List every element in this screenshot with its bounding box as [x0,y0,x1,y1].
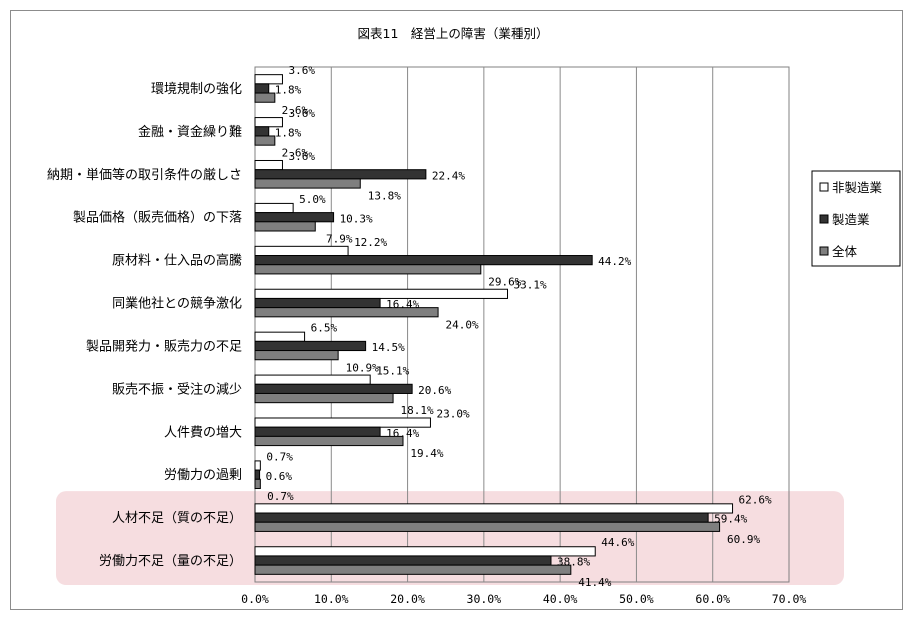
legend-swatch [819,182,829,192]
data-label: 3.6% [288,107,315,120]
category-label: 製品開発力・販売力の不足 [86,338,242,354]
bar [254,221,316,232]
data-label: 0.7% [266,450,293,463]
data-label: 0.6% [266,470,293,483]
data-label: 22.4% [432,169,465,182]
data-label: 15.1% [376,365,409,378]
plot-area [254,66,790,583]
bar [254,92,276,103]
bar [254,264,482,275]
data-label: 24.0% [446,318,479,331]
data-label: 3.6% [288,150,315,163]
bar [254,521,721,532]
bar [254,307,439,318]
bar [254,555,552,566]
bar [254,245,349,257]
data-label: 44.6% [601,536,634,549]
bar [254,135,276,146]
bar [254,83,270,94]
data-label: 18.1% [401,404,434,417]
category-label: 納期・単価等の取引条件の厳しさ [47,167,242,183]
category-label: 同業他社との競争激化 [112,296,242,312]
category-label: 環境規制の強化 [151,82,242,97]
category-label: 原材料・仕入品の高騰 [112,253,242,269]
data-label: 2.6% [282,104,309,117]
bar [254,426,381,437]
bar [254,159,283,171]
data-label: 7.9% [326,233,353,246]
data-label: 6.5% [311,322,338,335]
x-tick-label: 60.0% [695,592,730,606]
bar [254,503,734,514]
data-label: 62.6% [739,493,772,506]
bar [254,417,431,428]
data-label: 0.7% [267,490,294,503]
legend-label: 非製造業 [832,180,883,195]
bar [254,74,283,85]
data-label: 19.4% [410,447,443,460]
data-label: 5.0% [299,193,326,206]
data-label: 2.6% [282,147,309,160]
category-label: 労働力不足（量の不足） [99,554,242,569]
bar [254,512,709,523]
legend-label: 全体 [832,244,858,259]
data-label: 29.6% [488,275,521,288]
data-label: 1.8% [275,84,302,97]
data-label: 3.6% [288,64,315,77]
data-label: 12.2% [354,236,387,249]
legend-swatch [819,214,829,224]
bar [254,350,339,361]
x-tick-label: 20.0% [390,592,425,606]
bar [254,564,572,575]
x-tick-label: 40.0% [543,592,578,606]
data-label: 10.9% [346,361,379,374]
category-label: 販売不振・受注の減少 [112,381,242,397]
bar [254,331,306,342]
category-label: 製品価格（販売価格）の下落 [73,210,242,226]
bar [254,117,283,128]
x-tick-label: 30.0% [467,592,502,606]
bar [254,212,335,223]
data-label: 23.0% [436,407,469,420]
category-label: 人材不足（質の不足） [112,511,242,526]
category-label: 人件費の増大 [164,425,242,440]
data-label: 59.4% [714,513,747,526]
bar [254,392,394,404]
bar [254,374,371,385]
data-label: 41.4% [578,576,611,589]
data-label: 10.3% [340,212,373,225]
bar [254,469,261,480]
bar [254,255,593,266]
bar [254,340,367,352]
data-label: 20.6% [418,384,451,397]
bar [254,478,261,490]
bar [254,435,404,447]
bar [254,383,413,394]
data-label: 44.2% [598,255,631,268]
bar [254,297,381,309]
legend-label: 製造業 [832,212,870,227]
bar [254,178,361,189]
data-label: 14.5% [372,341,405,354]
legend-swatch [819,246,829,256]
category-label: 金融・資金繰り難 [138,124,242,140]
bar [254,169,427,180]
bar [254,126,270,137]
data-label: 33.1% [514,279,547,292]
bar [254,546,596,557]
category-label: 労働力の過剰 [164,468,242,483]
data-label: 1.8% [275,126,302,139]
x-tick-label: 50.0% [619,592,654,606]
x-tick-label: 0.0% [241,592,269,606]
x-tick-label: 10.0% [314,592,349,606]
chart-title: 図表11 経営上の障害（業種別） [358,26,549,41]
bar [254,288,509,299]
data-label: 13.8% [368,190,401,203]
bar [254,460,261,471]
bar [254,202,294,214]
x-tick-label: 70.0% [772,592,807,606]
data-label: 60.9% [727,533,760,546]
